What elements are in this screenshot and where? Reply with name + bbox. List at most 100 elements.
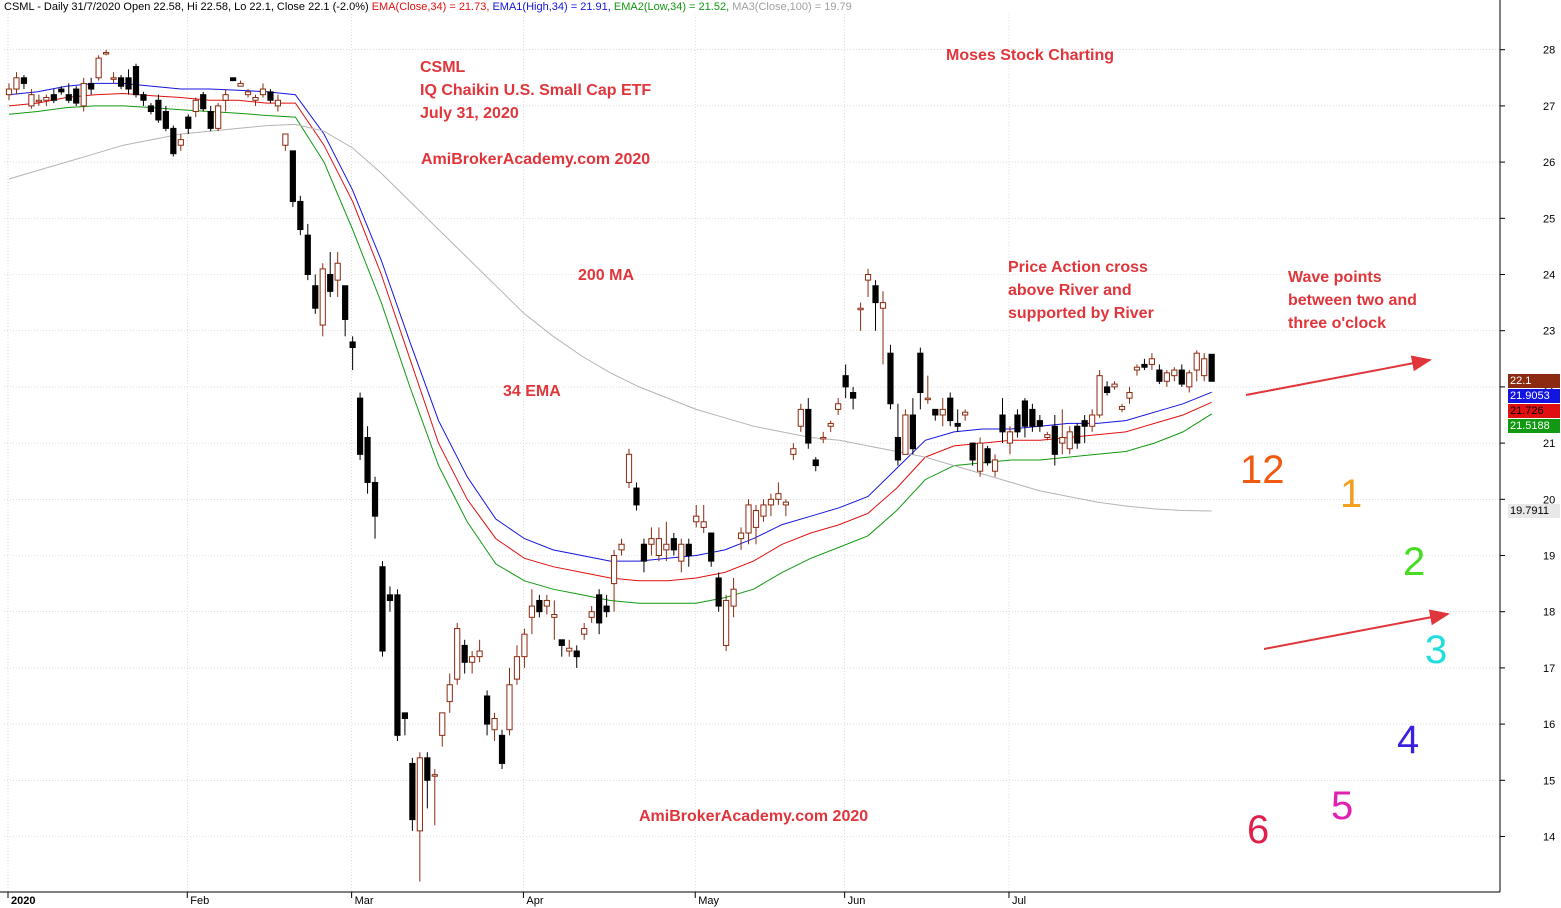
candle xyxy=(827,420,834,432)
candle xyxy=(244,89,252,98)
candle xyxy=(969,442,976,466)
header-ema2: EMA2(Low,34) = 21.52, xyxy=(613,1,730,13)
candle xyxy=(760,499,767,522)
candle-body xyxy=(670,538,677,551)
candle xyxy=(1208,353,1215,382)
candle-body xyxy=(1096,375,1103,416)
date-tick-label: May xyxy=(698,895,719,907)
candle xyxy=(334,252,341,297)
date-tick-label: 2020 xyxy=(11,895,35,907)
candle-body xyxy=(618,543,625,551)
candle xyxy=(282,133,289,151)
candle xyxy=(297,195,304,236)
candle-body xyxy=(932,408,939,416)
date-tick-label: Jul xyxy=(1012,895,1026,907)
candle xyxy=(543,594,550,615)
candle xyxy=(640,538,648,573)
candle xyxy=(35,94,42,106)
candle-body xyxy=(5,88,13,96)
candle xyxy=(730,577,737,618)
clock-numeral-1: 1 xyxy=(1340,472,1363,516)
candle-body xyxy=(1156,369,1163,382)
candle-body xyxy=(1103,386,1111,394)
candle xyxy=(110,72,117,84)
candle xyxy=(454,622,461,685)
candle xyxy=(1021,398,1029,438)
candle xyxy=(1066,426,1073,455)
candle-body xyxy=(835,403,842,410)
candle-body xyxy=(252,96,259,101)
candle-body xyxy=(244,91,252,96)
candle-body xyxy=(95,57,102,79)
candle xyxy=(924,375,931,404)
candle-body xyxy=(954,422,961,427)
candle xyxy=(312,274,319,314)
candle-body xyxy=(1021,400,1029,427)
candle xyxy=(977,437,984,477)
candle-body xyxy=(521,633,528,658)
candle-body xyxy=(73,88,80,104)
candle-body xyxy=(924,397,931,401)
candle-body xyxy=(1059,436,1066,444)
candle-body xyxy=(394,594,401,736)
candle-body xyxy=(797,408,804,427)
candle-body xyxy=(461,644,468,663)
candle xyxy=(752,504,760,545)
candle-body xyxy=(551,614,558,618)
candle-body xyxy=(259,88,267,96)
candle-body xyxy=(1089,414,1096,427)
candle xyxy=(842,364,849,399)
candle xyxy=(790,443,797,460)
candle xyxy=(603,594,610,618)
candle-body xyxy=(969,442,976,461)
candle-body xyxy=(297,200,304,231)
candle xyxy=(424,752,431,809)
candle-body xyxy=(20,77,28,84)
ma-label: 19.7911 xyxy=(1508,504,1560,518)
candle xyxy=(80,77,87,112)
candle-body xyxy=(207,111,214,129)
candle xyxy=(446,673,453,713)
candle xyxy=(850,386,857,410)
candle xyxy=(864,268,872,297)
candle xyxy=(117,74,125,90)
candle xyxy=(43,94,50,106)
clock-numeral-5: 5 xyxy=(1331,784,1354,828)
candle xyxy=(379,561,386,657)
candle-body xyxy=(237,82,244,87)
candle xyxy=(192,97,199,118)
candle xyxy=(857,302,864,331)
date-tick-label: Apr xyxy=(526,895,543,907)
candle xyxy=(1044,431,1051,441)
candle-body xyxy=(192,99,199,113)
candle xyxy=(536,594,543,618)
arrow-lower xyxy=(1263,609,1450,650)
candle xyxy=(894,403,902,466)
candle xyxy=(954,409,961,432)
candle-body xyxy=(371,481,379,517)
candle xyxy=(1148,353,1156,371)
candle xyxy=(991,454,999,477)
candle xyxy=(439,712,446,747)
candle xyxy=(1051,415,1058,466)
candle xyxy=(1133,364,1141,376)
candle xyxy=(1074,423,1081,449)
candle-body xyxy=(1163,372,1170,382)
candle xyxy=(200,91,207,112)
candle-body xyxy=(454,628,461,680)
candle xyxy=(1014,409,1021,438)
candle-body xyxy=(65,94,72,101)
candle xyxy=(185,114,192,134)
candle-body xyxy=(917,352,924,394)
candle-body xyxy=(827,422,834,427)
candle-body xyxy=(282,133,289,146)
candle xyxy=(767,493,775,517)
candle xyxy=(50,89,57,104)
candle xyxy=(909,398,916,455)
annotation-34ema: 34 EMA xyxy=(503,383,561,400)
price-action-line-2: above River and xyxy=(1008,282,1132,299)
candle-body xyxy=(1178,369,1185,385)
price-tick-label: 25 xyxy=(1543,213,1555,225)
candle-body xyxy=(469,656,476,663)
candle-body xyxy=(50,94,57,101)
